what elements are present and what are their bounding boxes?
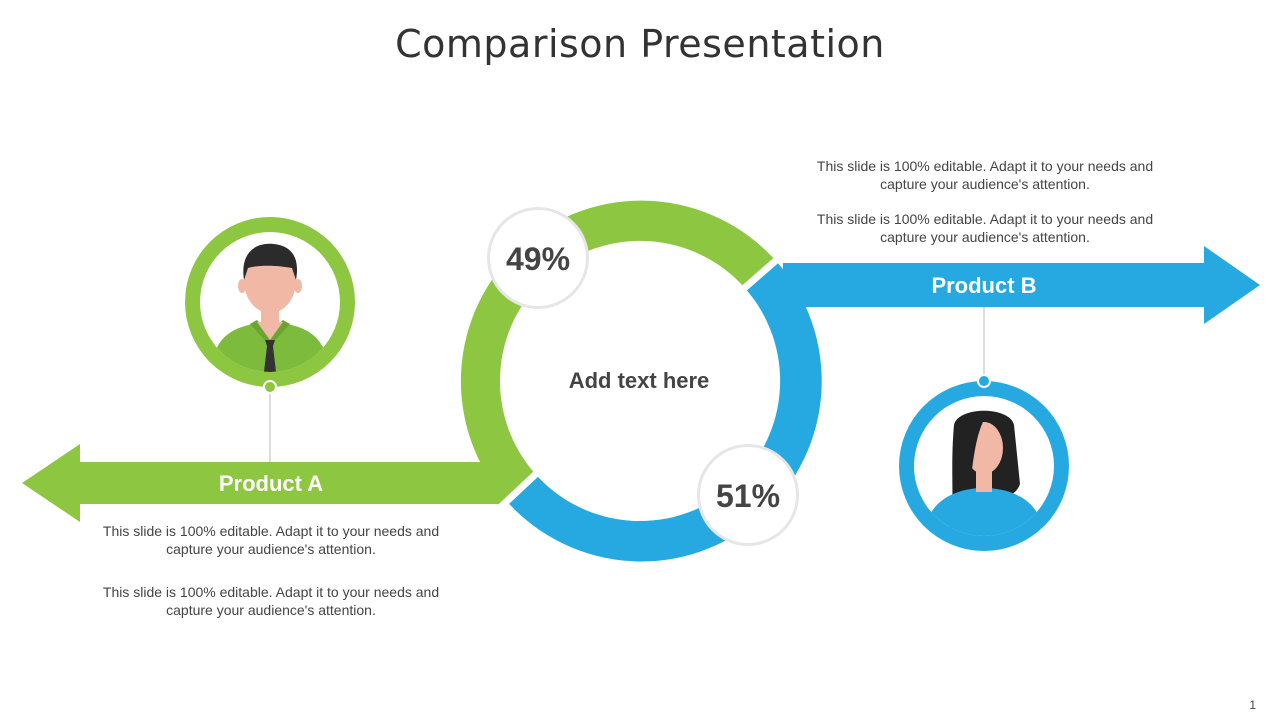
product-a-share-value: 49% — [506, 241, 570, 277]
woman-avatar-icon — [899, 374, 1069, 551]
slide-title: Comparison Presentation — [395, 22, 885, 66]
product-a-description-1: This slide is 100% editable. Adapt it to… — [102, 523, 440, 557]
product-b-description-2: This slide is 100% editable. Adapt it to… — [816, 211, 1154, 245]
product-b-arrow — [783, 246, 1260, 324]
product-a-description-2: This slide is 100% editable. Adapt it to… — [102, 584, 440, 618]
product-a-label: Product A — [219, 471, 323, 496]
page-number: 1 — [1249, 698, 1256, 712]
product-b-share-value: 51% — [716, 478, 780, 514]
man-avatar-icon — [185, 217, 355, 394]
product-a-share-bubble: 49% — [487, 207, 589, 309]
product-a-arrow — [22, 444, 505, 522]
product-b-label: Product B — [931, 273, 1036, 298]
product-b-share-bubble: 51% — [697, 444, 799, 546]
center-label: Add text here — [569, 368, 710, 393]
product-b-description-1: This slide is 100% editable. Adapt it to… — [816, 158, 1154, 192]
